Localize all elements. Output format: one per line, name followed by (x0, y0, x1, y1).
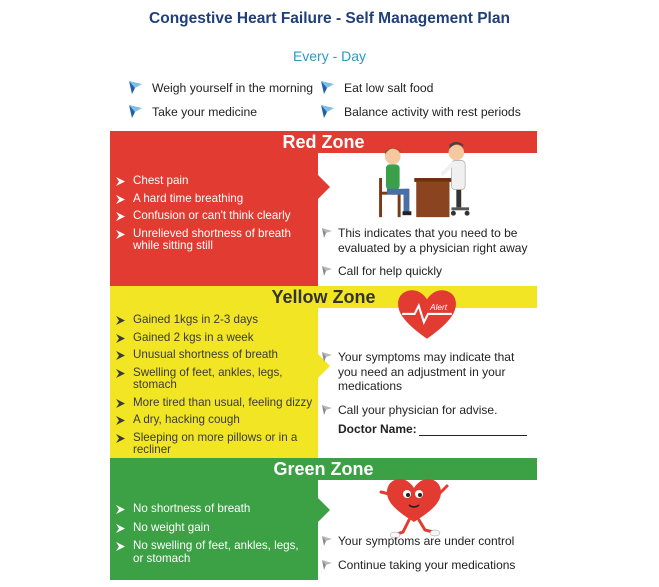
arrow-bullet-icon (116, 212, 125, 221)
green-zone-arrow (318, 498, 330, 522)
everyday-item-text: Weigh yourself in the morning (152, 80, 314, 95)
list-item: Confusion or can't think clearly (116, 209, 306, 223)
symptom-text: Chest pain (133, 174, 189, 187)
heart-alert-icon: Alert (398, 290, 456, 339)
list-item: Continue taking your medications (322, 558, 532, 573)
running-heart-icon (379, 479, 449, 539)
symptom-text: No shortness of breath (133, 502, 251, 515)
arrow-bullet-icon (116, 177, 125, 186)
list-item: A dry, hacking cough (116, 413, 316, 427)
red-zone-actions: This indicates that you need to be evalu… (322, 226, 532, 288)
arrow-bullet-icon (322, 559, 332, 570)
arrow-bullet-icon (321, 81, 334, 94)
action-text: This indicates that you need to be evalu… (338, 226, 528, 255)
list-item: No swelling of feet, ankles, legs, or st… (116, 539, 301, 565)
list-item: Sleeping on more pillows or in a recline… (116, 430, 306, 457)
everyday-item: Eat low salt food (320, 80, 540, 95)
action-text: Your symptoms may indicate that you need… (338, 350, 515, 393)
page-subtitle: Every - Day (292, 48, 367, 64)
arrow-bullet-icon (322, 266, 332, 276)
arrow-bullet-icon (322, 228, 332, 238)
list-item: This indicates that you need to be evalu… (322, 226, 532, 255)
everyday-list: Weigh yourself in the morning Eat low sa… (128, 80, 548, 119)
arrow-bullet-icon (322, 536, 332, 546)
arrow-bullet-icon (129, 105, 142, 118)
list-item: Unusual shortness of breath (116, 348, 316, 362)
list-item: Gained 1kgs in 2-3 days (116, 313, 316, 327)
red-zone: Red Zone Chest pain A hard time breathin… (110, 131, 537, 286)
red-zone-symptoms: Chest pain A hard time breathing Confusi… (116, 174, 306, 258)
arrow-bullet-icon (116, 351, 125, 360)
arrow-bullet-icon (116, 505, 125, 514)
symptom-text: No weight gain (133, 520, 210, 534)
red-zone-title: Red Zone (110, 131, 537, 153)
list-item: More tired than usual, feeling dizzy (116, 395, 316, 410)
list-item: No shortness of breath (116, 502, 301, 516)
arrow-bullet-icon (116, 333, 125, 343)
page-title: Congestive Heart Failure - Self Manageme… (149, 10, 510, 27)
arrow-bullet-icon (129, 81, 142, 94)
symptom-text: Sleeping on more pillows or in a recline… (133, 430, 298, 456)
arrow-bullet-icon (116, 398, 125, 408)
arrow-bullet-icon (322, 352, 332, 362)
symptom-text: Gained 2 kgs in a week (133, 330, 254, 344)
everyday-item: Weigh yourself in the morning (128, 80, 320, 95)
arrow-bullet-icon (116, 368, 125, 378)
red-zone-arrow (318, 175, 330, 199)
yellow-zone-symptoms: Gained 1kgs in 2-3 days Gained 2 kgs in … (116, 313, 316, 462)
symptom-text: A hard time breathing (133, 191, 244, 205)
list-item: Gained 2 kgs in a week (116, 330, 316, 345)
symptom-text: Unusual shortness of breath (133, 348, 279, 361)
green-zone-symptoms: No shortness of breath No weight gain No… (116, 502, 301, 570)
arrow-bullet-icon (116, 194, 125, 204)
list-item: Your symptoms are under control (322, 534, 532, 549)
arrow-bullet-icon (116, 542, 125, 551)
arrow-bullet-icon (116, 433, 125, 443)
arrow-bullet-icon (116, 316, 125, 325)
list-item: Unrelieved shortness of breath while sit… (116, 226, 306, 253)
yellow-zone-symptom-panel (110, 286, 318, 458)
green-zone-title: Green Zone (110, 458, 537, 480)
yellow-zone: Yellow Zone Gained 1kgs in 2-3 days Gain… (110, 286, 537, 458)
green-zone: Green Zone No shortness of breath No wei… (110, 458, 537, 580)
list-item: Call for help quickly (322, 264, 532, 279)
everyday-item-text: Balance activity with rest periods (344, 104, 521, 119)
symptom-text: Gained 1kgs in 2-3 days (133, 313, 259, 326)
symptom-text: No swelling of feet, ankles, legs, or st… (133, 539, 299, 565)
list-item: No weight gain (116, 520, 301, 535)
everyday-item-text: Take your medicine (152, 104, 257, 119)
list-item: A hard time breathing (116, 191, 306, 206)
symptom-text: A dry, hacking cough (133, 413, 240, 426)
everyday-item: Take your medicine (128, 104, 320, 119)
arrow-bullet-icon (321, 105, 334, 118)
doctor-patient-illustration (379, 141, 470, 218)
list-item: Swelling of feet, ankles, legs, stomach (116, 365, 296, 392)
arrow-bullet-icon (322, 404, 332, 415)
green-zone-actions: Your symptoms are under control Continue… (322, 534, 532, 581)
red-zone-symptom-panel (110, 131, 318, 286)
list-item: Call your physician for advise. (322, 403, 527, 418)
everyday-item: Balance activity with rest periods (320, 104, 540, 119)
everyday-item-text: Eat low salt food (344, 80, 434, 95)
doctor-name-label: Doctor Name: (338, 422, 417, 436)
arrow-bullet-icon (116, 416, 125, 425)
list-item: Your symptoms may indicate that you need… (322, 350, 527, 394)
action-text: Call for help quickly (338, 264, 443, 278)
symptom-text: Unrelieved shortness of breath while sit… (133, 226, 291, 252)
yellow-zone-arrow (318, 354, 330, 378)
list-item: Chest pain (116, 174, 306, 188)
arrow-bullet-icon (116, 523, 125, 533)
doctor-name-line[interactable] (418, 435, 527, 436)
yellow-zone-title: Yellow Zone (110, 286, 537, 308)
symptom-text: Swelling of feet, ankles, legs, stomach (133, 365, 283, 391)
yellow-zone-actions: Your symptoms may indicate that you need… (322, 350, 527, 426)
action-text: Your symptoms are under control (338, 534, 515, 548)
alert-label: Alert (429, 303, 448, 312)
action-text: Call your physician for advise. (338, 402, 498, 417)
doctor-name-field[interactable]: Doctor Name: (338, 422, 527, 436)
action-text: Continue taking your medications (338, 557, 516, 572)
symptom-text: More tired than usual, feeling dizzy (133, 395, 313, 409)
symptom-text: Confusion or can't think clearly (133, 209, 291, 222)
arrow-bullet-icon (116, 229, 125, 239)
